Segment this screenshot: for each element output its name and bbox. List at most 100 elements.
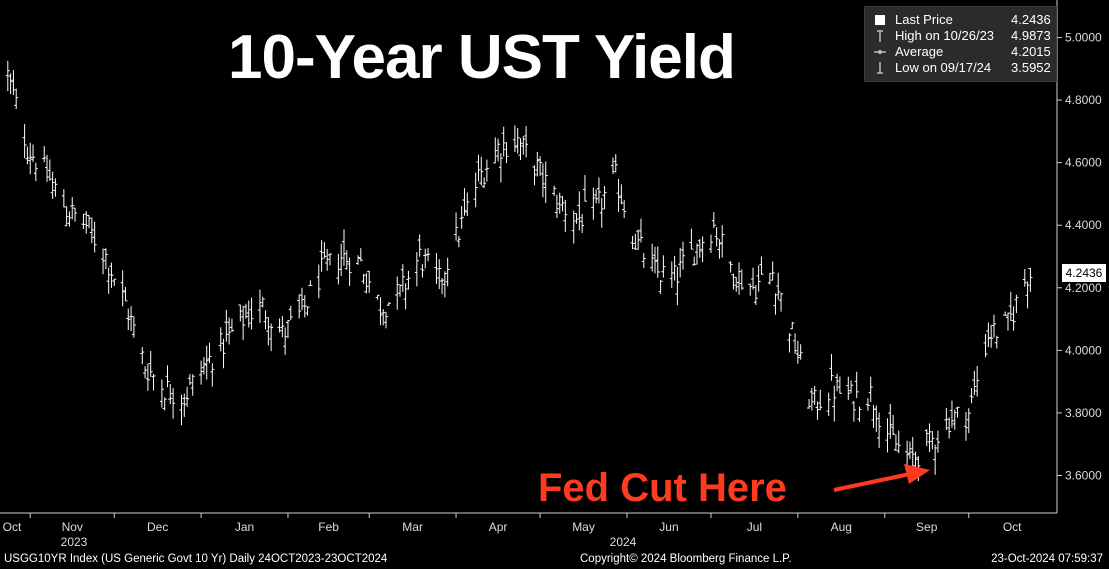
ohlc-bar — [185, 386, 190, 407]
ohlc-bar — [734, 276, 739, 292]
ohlc-bar — [518, 138, 523, 161]
legend-value: 4.9873 — [1011, 28, 1051, 43]
ohlc-bar — [106, 267, 111, 294]
ohlc-bar — [384, 311, 389, 329]
ohlc-bar — [851, 400, 856, 422]
ohlc-bar — [793, 333, 798, 354]
ohlc-bar — [554, 194, 559, 219]
ohlc-bar — [1008, 291, 1013, 321]
ohlc-bar — [204, 345, 209, 380]
ohlc-bar — [807, 399, 812, 409]
ohlc-bar — [462, 188, 467, 216]
ohlc-bar — [243, 303, 248, 319]
ohlc-bar — [779, 292, 784, 312]
ohlc-bar — [717, 239, 722, 259]
ohlc-bar — [238, 304, 243, 322]
ohlc-bar — [84, 211, 89, 234]
ohlc-bar — [947, 417, 952, 439]
y-tick-label: 4.4000 — [1065, 218, 1102, 232]
ohlc-bar — [199, 360, 204, 385]
ohlc-bar — [591, 187, 596, 220]
low-marker-icon — [877, 62, 883, 74]
ohlc-bar — [400, 264, 405, 292]
ohlc-bar — [395, 276, 400, 310]
ohlc-bar — [832, 385, 837, 422]
ohlc-bar — [123, 287, 128, 302]
ohlc-bar — [426, 248, 431, 262]
ohlc-bar — [630, 236, 635, 250]
ohlc-bar — [700, 236, 705, 263]
chart-title: 10-Year UST Yield — [228, 23, 736, 92]
x-axis-ticks: Oct Nov Dec Jan Feb Mar Apr May Jun Jul Aug Sep Oct 2… — [3, 513, 1022, 549]
ohlc-bar — [535, 151, 540, 177]
ohlc-bar — [991, 314, 996, 338]
ohlc-bar — [1003, 311, 1008, 316]
ohlc-bar — [552, 185, 557, 196]
ohlc-bar — [302, 295, 307, 318]
ohlc-bar — [849, 380, 854, 394]
ohlc-bar — [257, 289, 262, 324]
ohlc-bar — [846, 376, 851, 400]
ohlc-bar — [454, 212, 459, 241]
ohlc-bar — [201, 357, 206, 375]
ohlc-bar — [162, 397, 167, 411]
ohlc-bar — [655, 246, 660, 278]
ohlc-bar — [25, 146, 30, 165]
ohlc-bar — [560, 195, 565, 212]
ohlc-bar — [790, 321, 795, 330]
ohlc-bar — [260, 296, 265, 308]
ohlc-bar — [143, 366, 148, 379]
ohlc-bar — [120, 270, 125, 307]
ohlc-bar — [865, 398, 870, 411]
ohlc-bar — [753, 285, 758, 305]
ohlc-bar — [812, 385, 817, 405]
footer-timestamp: 23-Oct-2024 07:59:37 — [991, 553, 1103, 565]
ohlc-bar — [187, 373, 192, 385]
ohlc-bar — [344, 250, 349, 270]
ohlc-bar — [896, 430, 901, 454]
ohlc-bar — [515, 128, 520, 154]
ohlc-bar — [305, 306, 310, 316]
ohlc-bar — [893, 434, 898, 452]
ohlc-bar — [756, 265, 761, 292]
ohlc-bar — [479, 156, 484, 186]
ohlc-bar — [787, 333, 792, 353]
last-price-tag: 4.2436 — [1062, 264, 1106, 282]
ohlc-bar — [386, 302, 391, 306]
ohlc-bar — [577, 191, 582, 231]
ohlc-bar — [795, 340, 800, 364]
ohlc-bar — [885, 418, 890, 453]
ohlc-bar — [182, 393, 187, 418]
y-tick-label: 3.6000 — [1065, 468, 1102, 482]
ohlc-bar — [61, 189, 66, 208]
ohlc-bar — [221, 338, 226, 369]
ohlc-bar — [669, 261, 674, 288]
ohlc-bar — [599, 198, 604, 228]
legend-box: Last Price 4.2436 High on 10/26/23 4.987… — [864, 6, 1057, 82]
ohlc-bar — [944, 408, 949, 431]
x-month-label: Nov — [62, 520, 83, 534]
ohlc-bar — [224, 309, 229, 342]
ohlc-bar — [972, 370, 977, 396]
x-month-label: Aug — [831, 520, 852, 534]
ohlc-bar — [229, 318, 234, 332]
ohlc-bar — [269, 323, 274, 352]
ohlc-bar — [692, 256, 697, 266]
ohlc-bar — [815, 401, 820, 420]
legend-label: Last Price — [895, 12, 953, 27]
ohlc-bar — [445, 257, 450, 287]
x-month-label: Jan — [235, 520, 254, 534]
ohlc-bar — [218, 327, 223, 352]
ohlc-bar — [484, 159, 489, 182]
ohlc-bar — [1022, 269, 1027, 287]
ohlc-bar — [571, 210, 576, 244]
ohlc-bar — [711, 212, 716, 228]
ohlc-bar — [375, 294, 380, 300]
ohlc-bar — [171, 388, 176, 419]
ohlc-bar — [440, 278, 445, 295]
ohlc-bar — [64, 206, 69, 227]
ohlc-bar — [33, 162, 38, 182]
ohlc-bar — [759, 256, 764, 275]
ohlc-bar — [325, 248, 330, 271]
legend-value: 3.5952 — [1011, 60, 1051, 75]
